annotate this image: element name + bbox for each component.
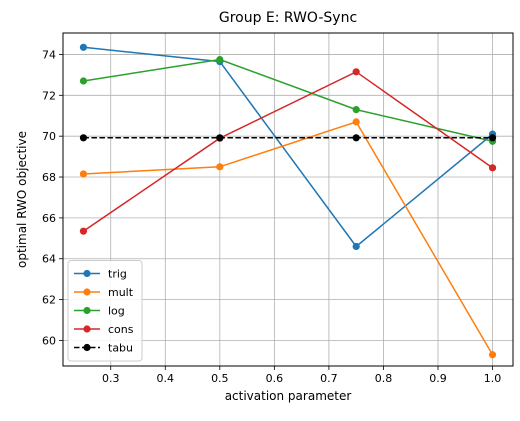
plot-frame	[62, 32, 514, 367]
x-tick-label: 0.6	[266, 372, 284, 385]
x-tick-label: 0.7	[320, 372, 338, 385]
y-tick-label: 60	[42, 334, 56, 347]
point-mult	[352, 118, 360, 126]
point-mult	[79, 170, 88, 178]
chart-title: Group E: RWO-Sync	[219, 10, 357, 26]
legend-label-tabu: tabu	[108, 342, 133, 355]
x-tick-label: 1.0	[484, 372, 502, 385]
point-cons	[79, 227, 88, 235]
legend-item-cons: cons	[74, 323, 134, 336]
point-tabu	[216, 134, 224, 142]
point-log	[216, 55, 224, 64]
legend-label-mult: mult	[108, 286, 134, 299]
legend-label-log: log	[108, 305, 125, 318]
legend-label-cons: cons	[108, 323, 134, 336]
x-axis-label: activation parameter	[225, 389, 352, 403]
x-axis: 0.3 0.4 0.5 0.6 0.7 0.8 0.9 1.0	[102, 366, 501, 385]
legend-marker-mult	[83, 288, 91, 296]
y-tick-label: 64	[42, 253, 56, 266]
y-tick-label: 72	[42, 89, 56, 102]
legend-item-trig: trig	[74, 268, 127, 281]
legend-marker-log	[83, 306, 91, 315]
legend-box	[67, 260, 143, 362]
legend-label-trig: trig	[108, 268, 127, 281]
x-tick-label: 0.4	[157, 372, 175, 385]
y-tick-label: 62	[42, 294, 56, 307]
y-axis: 60 62 64 66 68 70 72 74	[42, 48, 63, 347]
point-tabu	[352, 134, 360, 142]
x-tick-label: 0.9	[429, 372, 447, 385]
series-layer	[79, 43, 497, 359]
point-mult	[216, 163, 224, 171]
x-tick-label: 0.3	[102, 372, 120, 385]
point-log	[352, 106, 360, 114]
legend-marker-cons	[83, 325, 91, 333]
y-tick-label: 70	[42, 130, 56, 143]
y-axis-label: optimal RWO objective	[15, 131, 29, 268]
legend-item-tabu: tabu	[74, 342, 133, 355]
x-tick-label: 0.8	[375, 372, 393, 385]
legend-marker-tabu	[83, 343, 91, 352]
point-cons	[488, 164, 497, 172]
point-cons	[352, 68, 360, 76]
point-log	[79, 77, 88, 85]
legend-item-mult: mult	[74, 286, 134, 299]
series-mult	[79, 118, 497, 359]
point-tabu	[488, 134, 497, 142]
series-line-mult	[83, 120, 494, 356]
legend-marker-trig	[83, 269, 91, 278]
series-line-cons	[83, 70, 493, 232]
y-tick-label: 66	[42, 212, 56, 225]
series-line-log	[83, 58, 493, 143]
series-line-trig	[83, 46, 494, 248]
point-mult	[488, 351, 497, 359]
legend: trig mult log cons tabu	[67, 260, 143, 362]
y-tick-label: 68	[42, 171, 56, 184]
point-tabu	[79, 134, 88, 142]
legend-item-log: log	[74, 305, 125, 318]
point-trig	[79, 43, 88, 51]
series-tabu	[79, 134, 497, 142]
x-tick-label: 0.5	[211, 372, 229, 385]
point-trig	[352, 242, 360, 251]
y-tick-label: 74	[42, 48, 56, 61]
